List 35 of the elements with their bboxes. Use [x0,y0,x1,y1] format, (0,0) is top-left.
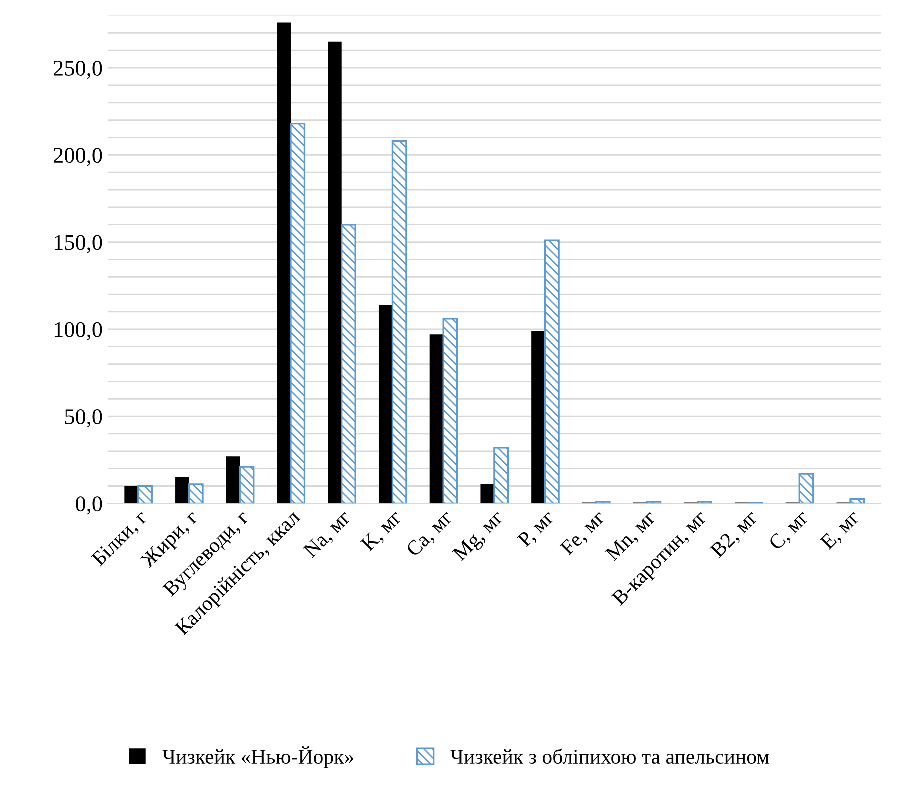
bar [480,484,494,504]
x-tick-label: C, мг [768,509,812,553]
bar [138,485,153,504]
bar [850,498,866,504]
y-tick-label: 150,0 [54,235,102,254]
y-tick-label: 0,0 [76,496,102,515]
bar [176,478,190,504]
bar [392,140,408,504]
bar [798,473,814,504]
bar [442,318,458,504]
x-tick-label: B2, мг [710,509,761,561]
bar [277,22,291,504]
x-tick-label: E, мг [820,510,863,552]
bar [290,122,306,504]
bar [494,447,510,504]
bar [328,42,342,504]
bar [430,334,444,504]
x-tick-label: Mg, мг [452,509,508,565]
bar [544,240,560,504]
legend-label: Чизкейк з обліпихою та апельсином [450,748,770,764]
bar [226,456,240,504]
x-tick-label: K, мг [360,510,405,554]
bar [124,486,138,504]
bar [341,224,356,504]
legend-label: Чизкейк «Нью-Йорк» [162,746,354,768]
x-tick-label: Na, мг [302,510,354,561]
y-tick-label: 100,0 [54,322,102,341]
bar [378,305,393,504]
y-tick-label: 250,0 [54,60,102,80]
y-tick-label: 50,0 [65,409,102,428]
bar [239,466,255,504]
bar [532,331,546,504]
bar [188,484,204,504]
y-tick-label: 200,0 [54,148,102,166]
x-tick-label: P, мг [517,510,558,550]
